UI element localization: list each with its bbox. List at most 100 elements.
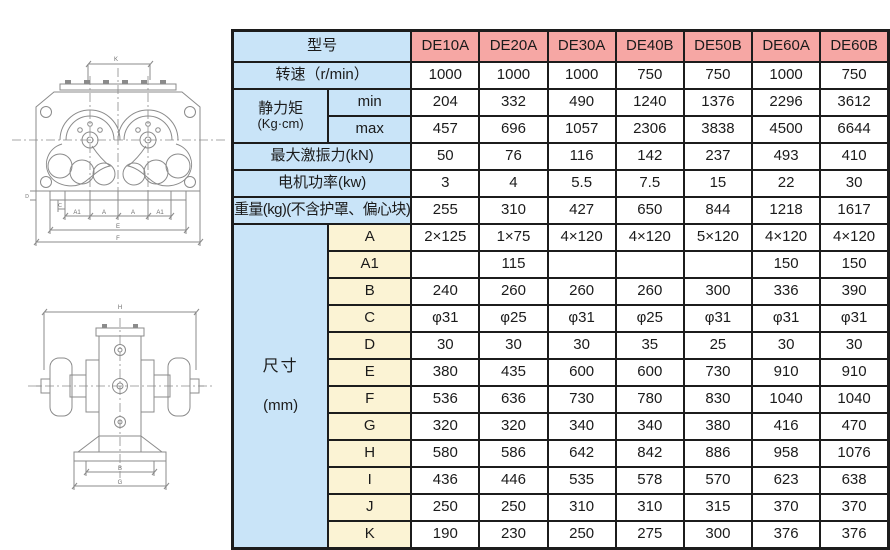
dimension-value: 190 — [410, 520, 481, 550]
dimension-value: 320 — [410, 412, 481, 441]
weight-value: 255 — [410, 196, 481, 225]
static-moment-min-value: 2296 — [751, 88, 822, 117]
dimension-value: 4×120 — [819, 223, 890, 252]
model-header-label: 型号 — [231, 29, 413, 63]
dimensions-label: 尺寸 (mm) — [231, 223, 330, 550]
static-moment-label: 静力矩 (Kg·cm) — [231, 88, 330, 144]
dimension-value: φ31 — [682, 304, 754, 333]
dimension-value — [546, 250, 617, 279]
static-moment-min-value: 3612 — [819, 88, 890, 117]
dimension-value: 4×120 — [614, 223, 685, 252]
static-moment-min-value: 332 — [478, 88, 549, 117]
model-header-cell: DE60A — [751, 29, 822, 63]
dimension-value: 380 — [410, 358, 481, 387]
weight-label: 重量(kg)(不含护罩、偏心块) — [231, 196, 413, 225]
dimension-value: 1040 — [751, 385, 822, 414]
max-force-value: 493 — [751, 142, 822, 171]
dimension-value: 2×125 — [410, 223, 481, 252]
dimension-value: φ25 — [478, 304, 549, 333]
dimension-value: 910 — [751, 358, 822, 387]
weight-value: 844 — [682, 196, 754, 225]
motor-power-value: 4 — [478, 169, 549, 198]
speed-value: 1000 — [478, 61, 549, 90]
dim-label-e: E — [116, 224, 120, 230]
dim-label-h: H — [118, 305, 122, 311]
dimension-value: 830 — [682, 385, 754, 414]
dimension-value: 340 — [614, 412, 685, 441]
dimension-value: 30 — [819, 331, 890, 360]
dimension-value: φ31 — [410, 304, 481, 333]
dimension-name: K — [327, 520, 413, 550]
motor-power-value: 3 — [410, 169, 481, 198]
dimensions-label-line1: 尺寸 — [262, 357, 299, 375]
dimension-value: φ31 — [751, 304, 822, 333]
dim-label-d: D — [25, 194, 29, 200]
dimension-name: A1 — [327, 250, 413, 279]
dimension-name: J — [327, 493, 413, 522]
dimension-value — [410, 250, 481, 279]
dimension-value: 260 — [546, 277, 617, 306]
dimension-value: 842 — [614, 439, 685, 468]
motor-power-value: 7.5 — [614, 169, 685, 198]
dimension-value: 730 — [546, 385, 617, 414]
dimension-value: φ31 — [819, 304, 890, 333]
weight-value: 310 — [478, 196, 549, 225]
dimension-value: 1076 — [819, 439, 890, 468]
max-force-value: 410 — [819, 142, 890, 171]
dimension-value: 623 — [751, 466, 822, 495]
static-moment-min-value: 204 — [410, 88, 481, 117]
dimension-value: 638 — [819, 466, 890, 495]
dimension-value: 35 — [614, 331, 685, 360]
dimension-value: 910 — [819, 358, 890, 387]
spec-table-body: 型号 DE10A DE20A DE30A DE40B DE50B DE60A DE60B 转速（… — [231, 29, 890, 550]
dimension-value: 600 — [614, 358, 685, 387]
dimension-value: 780 — [614, 385, 685, 414]
speed-value: 1000 — [410, 61, 481, 90]
speed-label: 转速（r/min） — [231, 61, 413, 90]
weight-value: 427 — [546, 196, 617, 225]
max-force-label: 最大激振力(kN) — [231, 142, 413, 171]
speed-value: 1000 — [546, 61, 617, 90]
static-moment-min-value: 1376 — [682, 88, 754, 117]
max-force-value: 50 — [410, 142, 481, 171]
dimension-value: 250 — [410, 493, 481, 522]
dimension-value: 275 — [614, 520, 685, 550]
static-moment-max-value: 6644 — [819, 115, 890, 144]
dim-label-a-right: A — [131, 210, 135, 216]
dimension-name: G — [327, 412, 413, 441]
weight-value: 1617 — [819, 196, 890, 225]
model-header-cell: DE50B — [682, 29, 754, 63]
max-force-value: 142 — [614, 142, 685, 171]
dimension-value: 25 — [682, 331, 754, 360]
static-moment-max-value: 2306 — [614, 115, 685, 144]
dimension-value: 642 — [546, 439, 617, 468]
dimension-value: 1040 — [819, 385, 890, 414]
dimension-value: 30 — [546, 331, 617, 360]
dim-label-a1-left: A1 — [73, 210, 81, 216]
side-view-drawing: H B G — [28, 305, 212, 490]
dimension-value: 580 — [410, 439, 481, 468]
model-header-cell: DE40B — [614, 29, 685, 63]
model-header-cell: DE20A — [478, 29, 549, 63]
dimension-value: 435 — [478, 358, 549, 387]
dimension-value: 370 — [751, 493, 822, 522]
dimension-value: 536 — [410, 385, 481, 414]
dimension-value: 886 — [682, 439, 754, 468]
dim-label-k: K — [114, 57, 118, 63]
model-header-cell: DE30A — [546, 29, 617, 63]
spec-table: 型号 DE10A DE20A DE30A DE40B DE50B DE60A DE60B 转速（… — [231, 29, 890, 550]
dimension-value: 370 — [819, 493, 890, 522]
dimension-value: 376 — [819, 520, 890, 550]
dimension-value: φ25 — [614, 304, 685, 333]
dimension-value: 30 — [410, 331, 481, 360]
dimension-value: 300 — [682, 277, 754, 306]
static-moment-max-value: 696 — [478, 115, 549, 144]
dimension-value: 260 — [478, 277, 549, 306]
max-force-value: 116 — [546, 142, 617, 171]
motor-power-value: 30 — [819, 169, 890, 198]
dimension-value: 570 — [682, 466, 754, 495]
dim-label-g: G — [118, 480, 123, 486]
dimension-value: 230 — [478, 520, 549, 550]
dimension-value: 260 — [614, 277, 685, 306]
static-moment-max-value: 457 — [410, 115, 481, 144]
